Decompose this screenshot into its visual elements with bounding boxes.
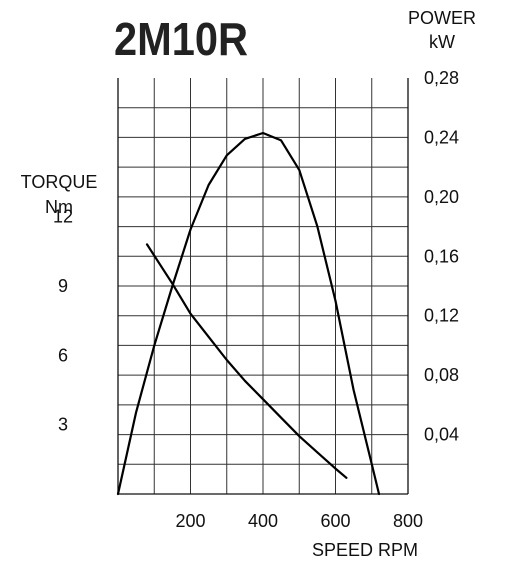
- grid: [118, 78, 408, 494]
- torque-tick-label: 3: [58, 415, 68, 435]
- power-tick-label: 0,08: [424, 365, 459, 385]
- power-tick-label: 0,24: [424, 127, 459, 147]
- x-axis-label: SPEED RPM: [312, 540, 418, 560]
- plot-frame: [117, 78, 409, 495]
- tick-labels: 200 400 600 800 3 6 9 12 0,04 0,08 0,12 0,16 0,20 0,2…: [53, 68, 459, 531]
- torque-tick-label: 6: [58, 345, 68, 365]
- torque-axis-label-line1: TORQUE: [21, 172, 98, 192]
- x-tick-label: 600: [320, 511, 350, 531]
- x-tick-label: 200: [175, 511, 205, 531]
- torque-tick-label: 12: [53, 207, 73, 227]
- power-tick-label: 0,16: [424, 246, 459, 266]
- power-axis-label-line1: POWER: [408, 8, 476, 28]
- power-tick-label: 0,04: [424, 425, 459, 445]
- series-layer: [116, 131, 381, 496]
- power-tick-label: 0,12: [424, 306, 459, 326]
- x-tick-label: 400: [248, 511, 278, 531]
- torque-axis-label-line2: Nm: [45, 197, 73, 217]
- x-tick-label: 800: [393, 511, 423, 531]
- torque-tick-label: 9: [58, 276, 68, 296]
- power-axis-label-line2: kW: [429, 32, 455, 52]
- power-curve: [116, 131, 381, 496]
- power-tick-label: 0,20: [424, 187, 459, 207]
- chart-title: 2M10R: [114, 13, 248, 65]
- power-tick-label: 0,28: [424, 68, 459, 88]
- torque-curve: [145, 243, 348, 479]
